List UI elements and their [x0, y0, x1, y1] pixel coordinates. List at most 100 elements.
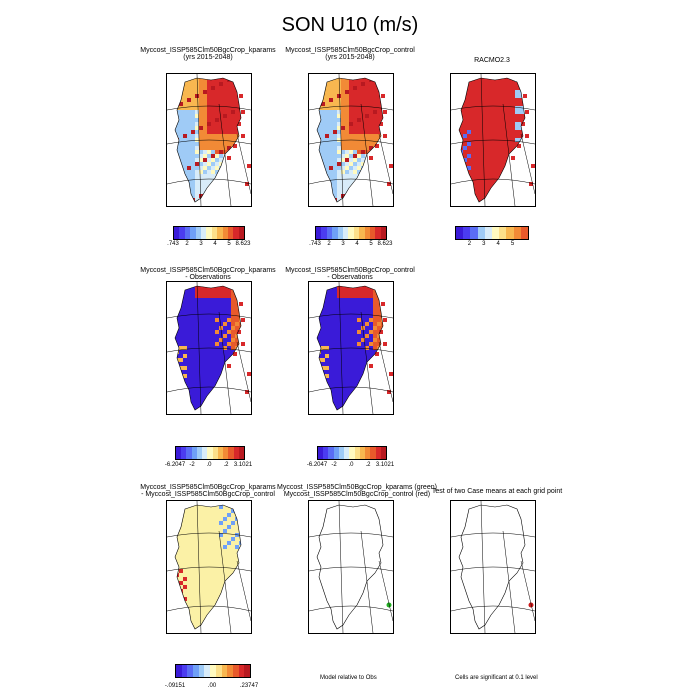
- map-cell: [211, 162, 215, 166]
- map-cell: [215, 146, 219, 150]
- map-cell: [227, 102, 231, 106]
- map-cell: [175, 166, 179, 170]
- map-cell: [487, 94, 491, 98]
- map-cell: [321, 398, 325, 402]
- map-cell: [377, 186, 381, 190]
- map-cell: [515, 122, 519, 126]
- colorbar-tick-label: 3.1021: [375, 462, 395, 468]
- map-cell: [203, 390, 207, 394]
- map-cell: [247, 557, 251, 561]
- map-cell: [321, 394, 325, 398]
- map-cell: [479, 202, 483, 206]
- map-cell: [247, 358, 251, 362]
- map-cell: [333, 190, 337, 194]
- map-cell: [243, 78, 247, 82]
- map-cell: [187, 330, 191, 334]
- map-cell: [231, 565, 235, 569]
- coastal-cell: [375, 144, 379, 148]
- map-cell: [361, 126, 365, 130]
- map-cell: [195, 118, 199, 122]
- map-cell: [463, 114, 467, 118]
- map-cell: [377, 326, 381, 330]
- map-cell: [515, 110, 519, 114]
- map-cell: [247, 553, 251, 557]
- map-cell: [373, 378, 377, 382]
- map-cell: [187, 134, 191, 138]
- map-cell: [365, 350, 369, 354]
- map-cell: [211, 298, 215, 302]
- map-cell: [239, 629, 243, 633]
- map-cell: [369, 122, 373, 126]
- map-cell: [313, 170, 317, 174]
- map-cell: [527, 150, 531, 154]
- map-cell: [215, 338, 219, 342]
- map-cell: [357, 294, 361, 298]
- map-cell: [183, 541, 187, 545]
- map-cell: [353, 342, 357, 346]
- map-cell: [215, 529, 219, 533]
- colorbar-swatch: [217, 227, 223, 239]
- map-cell: [377, 162, 381, 166]
- map-cell: [321, 282, 325, 286]
- map-cell: [361, 290, 365, 294]
- map-cell: [243, 545, 247, 549]
- map-cell: [171, 134, 175, 138]
- map-cell: [231, 545, 235, 549]
- map-cell: [451, 202, 455, 206]
- map-cell: [179, 549, 183, 553]
- map-cell: [219, 322, 223, 326]
- map-cell: [333, 98, 337, 102]
- coastal-cell: [245, 182, 249, 186]
- map-cell: [373, 302, 377, 306]
- map-cell: [325, 386, 329, 390]
- map-cell: [349, 174, 353, 178]
- map-cell: [511, 90, 515, 94]
- colorbar-swatch: [244, 665, 250, 677]
- map-cell: [337, 378, 341, 382]
- map-cell: [191, 186, 195, 190]
- map-cell: [353, 114, 357, 118]
- map-cell: [345, 342, 349, 346]
- map-cell: [207, 573, 211, 577]
- map-cell: [381, 202, 385, 206]
- map-cell: [203, 306, 207, 310]
- map-cell: [369, 118, 373, 122]
- map-cell: [309, 286, 313, 290]
- map-cell: [207, 290, 211, 294]
- graticule-line: [360, 530, 374, 633]
- panel-title-ttest: Test of two Case means at each grid poin…: [412, 488, 582, 495]
- map-cell: [207, 386, 211, 390]
- map-cell: [183, 186, 187, 190]
- map-cell: [231, 593, 235, 597]
- map-cell: [211, 302, 215, 306]
- map-cell: [211, 282, 215, 286]
- map-cell: [199, 306, 203, 310]
- map-cell: [515, 186, 519, 190]
- map-cell: [341, 126, 345, 130]
- map-cell: [349, 358, 353, 362]
- map-cell: [187, 525, 191, 529]
- map-cell: [247, 525, 251, 529]
- map-cell: [179, 565, 183, 569]
- map-cell: [519, 110, 523, 114]
- map-cell: [247, 362, 251, 366]
- map-cell: [183, 110, 187, 114]
- map-cell: [333, 118, 337, 122]
- colorbar-tick-label: 3: [482, 241, 486, 247]
- colorbar-bias-control: [317, 446, 387, 460]
- map-cell: [199, 549, 203, 553]
- map-cell: [515, 126, 519, 130]
- map-cell: [357, 166, 361, 170]
- map-cell: [527, 130, 531, 134]
- map-cell: [179, 114, 183, 118]
- map-cell: [349, 194, 353, 198]
- map-cell: [361, 282, 365, 286]
- map-cell: [239, 370, 241, 374]
- map-cell: [467, 90, 471, 94]
- map-cell: [235, 509, 239, 513]
- map-cell: [195, 82, 199, 86]
- map-cell: [321, 86, 325, 90]
- map-cell: [471, 202, 475, 206]
- map-cell: [467, 106, 471, 110]
- map-cell: [203, 557, 207, 561]
